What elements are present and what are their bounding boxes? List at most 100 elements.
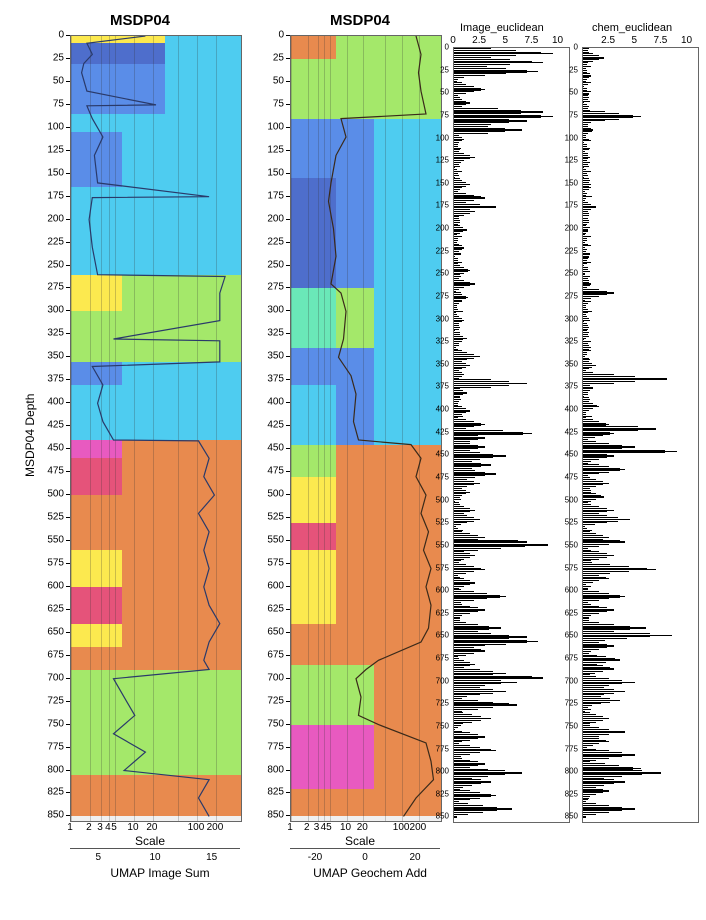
x-axis-label: Scale — [135, 834, 165, 848]
spike-bar-peak — [454, 519, 480, 521]
spike-bar-peak — [454, 781, 491, 783]
y-tick-label: 650 — [40, 626, 64, 637]
x-tick-label: 10 — [127, 822, 138, 833]
spike-bar-peak — [583, 455, 614, 457]
spike-bar-peak — [454, 673, 506, 675]
y-tick — [286, 379, 290, 380]
x-tick-label: 5 — [631, 35, 637, 46]
y-tick-label: 750 — [260, 718, 284, 729]
y-tick-label: 725 — [40, 695, 64, 706]
spike-bar-peak — [454, 62, 543, 64]
y-tick-label: 350 — [429, 359, 449, 368]
y-tick — [286, 356, 290, 357]
spike-bar-peak — [583, 519, 630, 521]
spike-bar-peak — [454, 691, 506, 693]
y-tick-label: 800 — [558, 767, 578, 776]
y-tick — [286, 540, 290, 541]
spike-bar-peak — [583, 731, 625, 733]
y-tick-label: 700 — [429, 676, 449, 685]
x-tick-label: 1 — [67, 822, 73, 833]
spike-bar — [454, 329, 459, 330]
y-tick-label: 100 — [558, 133, 578, 142]
spike-bar-peak — [583, 808, 635, 810]
y-tick-label: 225 — [429, 246, 449, 255]
y-tick-label: 550 — [40, 534, 64, 545]
y-tick-label: 50 — [558, 88, 578, 97]
spike-bar-peak — [583, 659, 620, 661]
spike-bar-peak — [454, 641, 538, 643]
y-tick — [66, 81, 70, 82]
y-tick — [286, 724, 290, 725]
spike-bar-peak — [454, 111, 543, 113]
y-tick — [66, 333, 70, 334]
spike-bar-peak — [454, 89, 485, 91]
y-tick — [286, 448, 290, 449]
y-tick — [66, 127, 70, 128]
y-tick — [66, 471, 70, 472]
y-tick — [286, 242, 290, 243]
secondary-axis-line — [290, 848, 440, 850]
y-tick-label: 325 — [429, 337, 449, 346]
y-tick — [66, 655, 70, 656]
y-tick — [286, 815, 290, 816]
y-tick — [66, 104, 70, 105]
y-tick-label: 475 — [558, 473, 578, 482]
y-tick-label: 700 — [40, 672, 64, 683]
x-tick-label: 5 — [326, 822, 332, 833]
spike-bar-peak — [583, 292, 614, 294]
y-tick-label: 50 — [260, 75, 284, 86]
spike-bar-peak — [454, 650, 485, 652]
spike-bar-peak — [583, 700, 620, 702]
y-tick-label: 800 — [40, 764, 64, 775]
spike-bar-peak — [583, 718, 609, 720]
y-tick — [286, 701, 290, 702]
x-tick-label: 3 — [97, 822, 103, 833]
y-tick-label: 150 — [429, 178, 449, 187]
y-tick-label: 225 — [260, 236, 284, 247]
left-chart — [70, 35, 242, 822]
y-tick-label: 600 — [429, 586, 449, 595]
spike-bar-peak — [454, 569, 485, 571]
spike-bar-peak — [454, 157, 475, 159]
spike-bar — [454, 499, 461, 500]
y-tick-label: 75 — [260, 98, 284, 109]
spike-bar-peak — [583, 365, 596, 367]
y-tick-label: 125 — [40, 144, 64, 155]
spike-bar — [454, 727, 458, 728]
y-tick-label: 75 — [429, 110, 449, 119]
y-tick-label: 850 — [40, 810, 64, 821]
y-tick-label: 475 — [40, 466, 64, 477]
right2-chart — [582, 47, 699, 823]
spike-bar-peak — [583, 206, 596, 208]
y-tick-label: 675 — [40, 649, 64, 660]
x-tick-label: 2.5 — [601, 35, 615, 46]
x-tick-label: 100 — [393, 822, 410, 833]
spike-bar-peak — [454, 677, 543, 679]
spike-bar-peak — [583, 596, 625, 598]
y-tick — [66, 448, 70, 449]
y-tick-label: 575 — [558, 563, 578, 572]
right2-title: chem_euclidean — [592, 22, 672, 34]
y-tick — [286, 586, 290, 587]
y-tick-label: 625 — [558, 608, 578, 617]
y-tick-label: 175 — [429, 201, 449, 210]
y-tick — [286, 265, 290, 266]
y-tick-label: 550 — [429, 540, 449, 549]
y-tick — [66, 792, 70, 793]
right1-chart — [453, 47, 570, 823]
spike-bar-peak — [583, 387, 593, 389]
spike-bar-peak — [454, 795, 496, 797]
y-tick-label: 650 — [558, 631, 578, 640]
y-tick — [286, 609, 290, 610]
spike-bar-peak — [583, 754, 635, 756]
y-tick-label: 200 — [429, 224, 449, 233]
spike-bar-peak — [454, 537, 485, 539]
spike-bar-peak — [583, 93, 589, 95]
y-tick-label: 525 — [40, 512, 64, 523]
y-tick — [286, 563, 290, 564]
y-tick — [286, 792, 290, 793]
y-tick-label: 725 — [429, 699, 449, 708]
spike-bar-peak — [583, 510, 614, 512]
spike-bar-peak — [583, 424, 609, 426]
y-tick — [286, 402, 290, 403]
